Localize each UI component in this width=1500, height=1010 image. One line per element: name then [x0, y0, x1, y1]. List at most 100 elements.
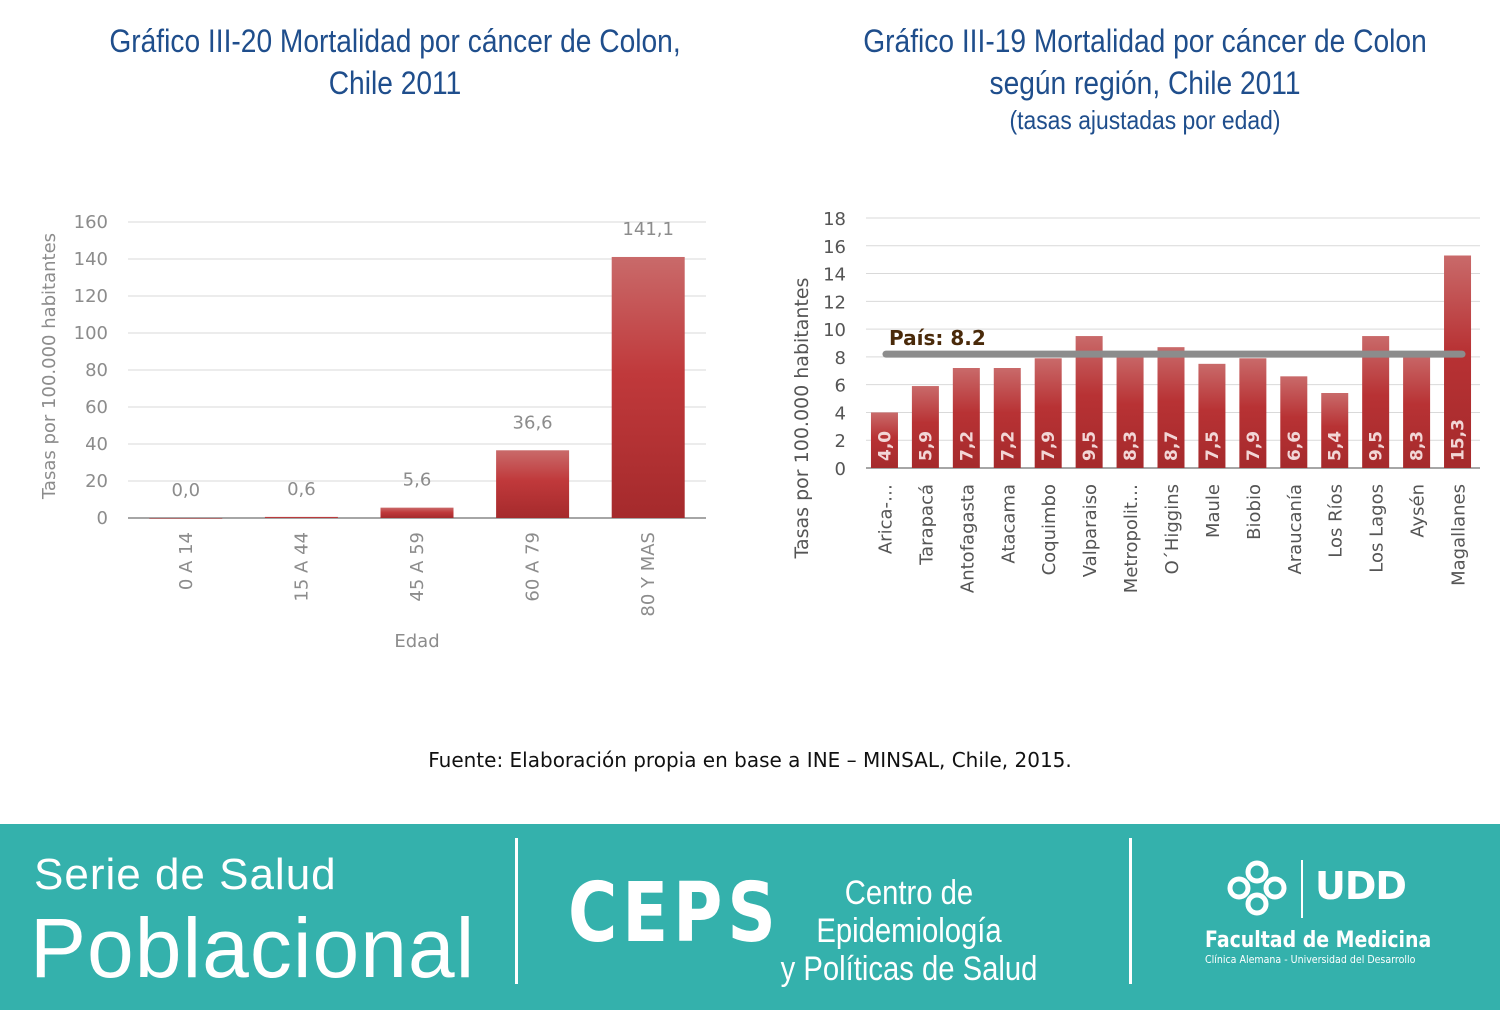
footer-banner: Serie de Salud Poblacional CEPS Centro d…	[0, 824, 1500, 1010]
udd-wordmark: UDD	[1315, 864, 1407, 908]
udd-separator	[1301, 860, 1303, 918]
right-chart-title: Gráfico III-19 Mortalidad por cáncer de …	[833, 20, 1458, 136]
x-tick-label: 45 A 59	[407, 532, 428, 602]
x-tick-label: Magallanes	[1449, 484, 1470, 586]
x-tick-label: 15 A 44	[291, 532, 312, 602]
series-title-line1: Serie de Salud	[34, 850, 337, 899]
ceps-description: Centro de Epidemiología y Políticas de S…	[780, 874, 1038, 988]
bar-value-label: 7,2	[957, 431, 977, 461]
y-tick-label: 8	[835, 348, 846, 369]
x-tick-label: Valparaiso	[1080, 484, 1101, 577]
y-tick-label: 6	[835, 376, 846, 397]
y-tick-label: 2	[835, 431, 846, 452]
x-tick-label: Atacama	[998, 484, 1019, 564]
bar	[1403, 352, 1431, 468]
x-tick-label: 60 A 79	[523, 532, 544, 602]
footer-divider-right	[1129, 838, 1132, 984]
right-chart-title-line2: según región, Chile 2011	[989, 65, 1301, 101]
x-tick-label: Araucanía	[1285, 484, 1306, 575]
source-note: Fuente: Elaboración propia en base a INE…	[428, 748, 1072, 772]
x-tick-label: 0 A 14	[176, 532, 197, 590]
y-tick-label: 160	[74, 212, 108, 233]
bar-value-label: 8,3	[1121, 431, 1141, 461]
y-tick-label: 0	[97, 508, 108, 529]
y-tick-label: 10	[823, 320, 846, 341]
bar-value-label: 15,3	[1449, 419, 1469, 461]
y-tick-label: 80	[85, 360, 108, 381]
bar-value-label: 9,5	[1367, 431, 1387, 461]
x-axis-title: Edad	[394, 631, 439, 652]
bar	[1362, 336, 1390, 468]
right-chart-title-line1: Gráfico III-19 Mortalidad por cáncer de …	[863, 23, 1427, 59]
bar	[496, 450, 570, 518]
ceps-logo-text: CEPS	[568, 866, 781, 961]
bar	[380, 507, 454, 518]
footer-divider-left	[515, 838, 518, 984]
udd-logo: UDD Facultad de Medicina Clínica Alemana…	[1205, 858, 1445, 966]
left-chart-title: Gráfico III-20 Mortalidad por cáncer de …	[83, 20, 708, 104]
faculty-name: Facultad de Medicina	[1205, 928, 1432, 953]
x-tick-label: Tarapacá	[916, 484, 937, 566]
x-tick-label: Maule	[1203, 484, 1224, 538]
bar	[1444, 255, 1472, 468]
bar	[952, 368, 980, 468]
bar	[1075, 336, 1103, 468]
bar	[1239, 358, 1267, 468]
y-tick-label: 140	[74, 249, 108, 270]
bar-value-label: 8,7	[1162, 431, 1182, 461]
bar	[1157, 347, 1185, 468]
bar	[911, 386, 939, 468]
y-tick-label: 120	[74, 286, 108, 307]
bar-value-label: 0,0	[171, 480, 200, 501]
bar-value-label: 7,5	[1203, 431, 1223, 461]
right-chart-subtitle: (tasas ajustadas por edad)	[1009, 105, 1281, 135]
x-tick-label: Coquimbo	[1039, 484, 1060, 575]
bar	[611, 256, 685, 518]
bar-value-label: 8,3	[1408, 431, 1428, 461]
ceps-desc-line2: y Políticas de Salud	[780, 950, 1038, 988]
bar	[264, 516, 338, 518]
bar-value-label: 36,6	[513, 412, 553, 433]
y-tick-label: 0	[835, 459, 846, 480]
y-tick-label: 12	[823, 292, 846, 313]
bar-value-label: 7,9	[1244, 431, 1264, 461]
y-tick-label: 100	[74, 323, 108, 344]
udd-emblem-icon	[1227, 860, 1287, 916]
x-tick-label: Aysén	[1408, 484, 1429, 538]
country-average-label: País: 8.2	[889, 326, 986, 350]
bar-value-label: 7,9	[1039, 431, 1059, 461]
x-tick-label: Metropolit…	[1121, 484, 1142, 593]
x-tick-label: O´Higgins	[1162, 484, 1183, 574]
bar-value-label: 6,6	[1285, 431, 1305, 461]
y-tick-label: 14	[823, 265, 846, 286]
bar	[1321, 393, 1349, 468]
x-tick-label: 80 Y MAS	[638, 532, 659, 617]
y-tick-label: 16	[823, 237, 846, 258]
left-chart-title-line1: Gráfico III-20 Mortalidad por cáncer de …	[109, 23, 681, 59]
bar	[1198, 363, 1226, 468]
bar	[149, 518, 223, 519]
bar	[1034, 358, 1062, 468]
region-mortality-chart: 0 2 4 6 8 10 12 14 16 18 4,0 Arica-… 5,9 Tarapacá 7,2 A…	[791, 209, 1480, 593]
x-tick-label: Los Ríos	[1326, 484, 1347, 558]
y-axis-title: Tasas por 100.000 habitantes	[791, 278, 813, 560]
bar-value-label: 5,4	[1326, 431, 1346, 461]
bar-value-label: 0,6	[287, 479, 316, 500]
ceps-desc-line1: Centro de Epidemiología	[816, 874, 1002, 950]
bar-value-label: 5,9	[916, 431, 936, 461]
bar	[870, 412, 898, 468]
left-chart-title-line2: Chile 2011	[328, 65, 462, 101]
bar-value-label: 141,1	[622, 219, 674, 240]
faculty-subtitle: Clínica Alemana - Universidad del Desarr…	[1205, 953, 1416, 966]
bar-value-label: 9,5	[1080, 431, 1100, 461]
y-tick-label: 20	[85, 471, 108, 492]
y-tick-label: 60	[85, 397, 108, 418]
x-tick-label: Los Lagos	[1367, 484, 1388, 573]
y-tick-label: 40	[85, 434, 108, 455]
y-axis-title: Tasas por 100.000 habitantes	[39, 233, 60, 500]
y-tick-label: 18	[823, 209, 846, 230]
bar	[1116, 352, 1144, 468]
bar-value-label: 4,0	[875, 431, 895, 461]
bar-value-label: 5,6	[403, 470, 432, 491]
bar	[1280, 376, 1308, 468]
